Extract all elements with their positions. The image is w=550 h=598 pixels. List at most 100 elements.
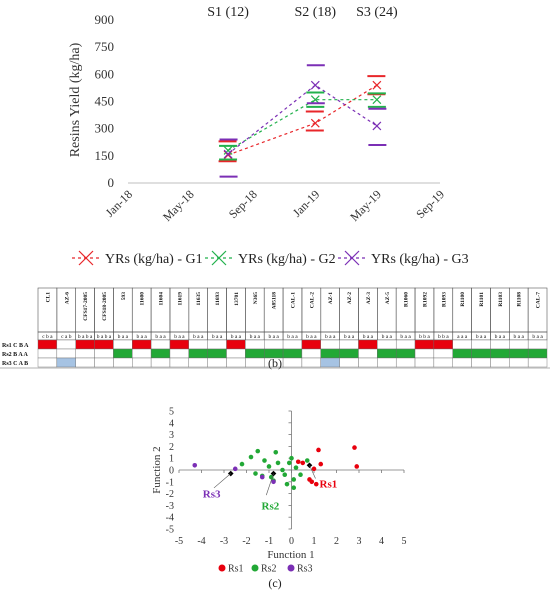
y-tick-label: 2	[169, 442, 174, 453]
grouping-cell	[509, 357, 529, 368]
grouping-cell	[226, 339, 246, 350]
resin-yield-line-chart: 0 150 300 450 600 750 900 Resins Yield (kg/ha) J…	[68, 5, 469, 267]
grouping-cell	[433, 348, 453, 359]
group-letters: b a a	[287, 334, 298, 340]
grouping-cell	[37, 357, 58, 368]
group-letters: b a a	[306, 334, 317, 340]
column-header-label: AZ-6	[64, 292, 70, 304]
x-tick-label: -4	[197, 536, 205, 547]
group-letters: c a b	[61, 334, 72, 340]
grouping-cell	[414, 348, 435, 359]
grouping-cell	[339, 348, 359, 359]
mean-marker-g2	[372, 95, 382, 105]
grouping-cell	[56, 339, 76, 350]
group-letters: c b a	[42, 334, 53, 340]
grouping-cell	[150, 339, 171, 350]
grouping-cell	[188, 348, 208, 359]
grouping-cell	[245, 348, 265, 359]
grouping-cell	[75, 339, 95, 350]
mean-marker-g1	[372, 80, 382, 90]
column-header-label: N365	[253, 292, 259, 304]
y-tick-label: -5	[166, 525, 174, 536]
series-line-g1	[227, 84, 378, 156]
grouping-cell	[132, 339, 152, 350]
column-header-label: AZ-1	[328, 292, 334, 304]
grouping-cell	[282, 357, 303, 368]
grouping-cell	[301, 348, 321, 359]
grouping-cell	[301, 339, 321, 350]
grouping-cell	[245, 357, 265, 368]
column-header-label: R1093	[441, 292, 447, 307]
group-letters: b a a	[136, 334, 147, 340]
mean-marker-g1	[310, 118, 320, 128]
grouping-cell	[509, 348, 529, 359]
grouping-cell	[452, 357, 472, 368]
grouping-cell	[37, 339, 58, 350]
grouping-cell	[377, 348, 397, 359]
point-rs3	[232, 466, 238, 472]
grouping-cell	[188, 357, 208, 368]
column-header-label: 11619	[177, 292, 183, 306]
point-rs1	[309, 479, 315, 485]
grouping-cell	[527, 357, 548, 368]
grouping-cell	[433, 357, 453, 368]
grouping-cell	[75, 348, 95, 359]
point-rs2	[284, 481, 290, 487]
legend-label-g3: YRs (kg/ha) - G3	[371, 252, 469, 267]
point-rs2	[280, 467, 285, 473]
y-tick-label: 150	[95, 148, 115, 163]
grouping-cell	[433, 339, 453, 350]
grouping-cell	[188, 339, 208, 350]
grouping-cell	[377, 339, 397, 350]
group-letters: b a a	[212, 334, 223, 340]
column-header-label: 593	[121, 292, 127, 301]
grouping-cell	[169, 348, 190, 359]
y-tick-label: -2	[166, 489, 174, 500]
group-letters: b a a	[476, 334, 487, 340]
column-header-label: 11635	[196, 292, 202, 306]
point-rs2	[262, 458, 267, 463]
group-letters: b a a	[382, 334, 393, 340]
x-tick-label: 0	[289, 536, 294, 547]
legend-marker-g1	[78, 250, 94, 266]
grouping-cell	[150, 348, 171, 359]
point-rs1	[295, 459, 301, 465]
grouping-cell	[113, 357, 133, 368]
group-letters: b a a	[155, 334, 166, 340]
column-header-label: R1103	[498, 292, 504, 307]
column-header-label: CAL-7	[536, 292, 542, 308]
y-tick-label: 5	[169, 407, 174, 418]
grouping-cell	[320, 339, 340, 350]
legend-marker-g3	[344, 250, 360, 266]
x-tick-label: 4	[379, 536, 384, 547]
point-rs1	[352, 445, 357, 450]
x-tick-label: 5	[402, 536, 407, 547]
column-header-label: 11604	[159, 292, 165, 306]
grouping-cell	[452, 348, 472, 359]
grouping-cell	[94, 357, 114, 368]
stage-label: S2 (18)	[294, 5, 336, 20]
column-header-label: AZ-3	[366, 292, 372, 304]
point-rs2	[273, 450, 279, 455]
point-rs3	[259, 474, 265, 480]
x-tick-label: Sep-18	[226, 187, 260, 221]
grouping-cell	[471, 339, 491, 350]
group-letters: b a a	[193, 334, 204, 340]
y-tick-label: -4	[166, 513, 174, 524]
group-letters: b a a	[514, 334, 525, 340]
grouping-cell	[113, 339, 133, 350]
grouping-cell	[94, 339, 114, 350]
grouping-cell	[471, 348, 491, 359]
column-header-label: 11600	[140, 292, 146, 306]
group-letters: b a a	[174, 334, 185, 340]
column-header-label: R1101	[479, 292, 485, 307]
group-letters: b a a	[363, 334, 374, 340]
y-tick-label: 450	[95, 94, 115, 109]
group-letters: a a a	[457, 334, 468, 340]
grouping-cell	[509, 339, 529, 350]
x-tick-label: Jan-19	[290, 187, 323, 220]
grouping-cell	[75, 357, 95, 368]
legend-marker-rs2	[251, 564, 259, 572]
point-rs2	[291, 477, 297, 482]
legend-label-rs1: Rs1	[228, 564, 244, 575]
